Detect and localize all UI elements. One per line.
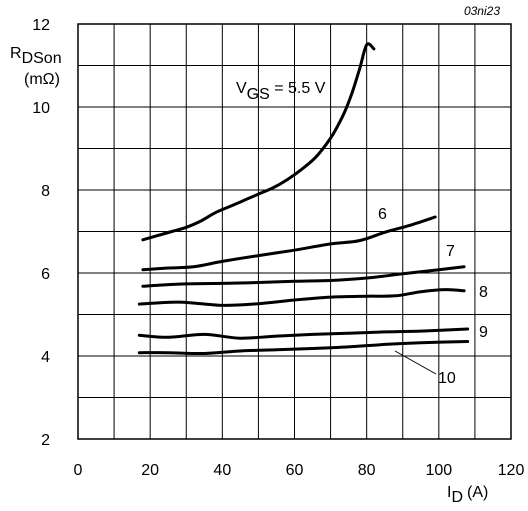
legend-title-sub: GS: [247, 86, 270, 103]
curve-series-6: [137, 340, 470, 356]
y-tick-label: 4: [41, 349, 50, 366]
y-axis-label: RDSon: [10, 45, 62, 67]
curve-series-5: [137, 327, 470, 340]
y-tick-label: 10: [32, 100, 50, 117]
y-tick-label: 8: [41, 183, 50, 200]
y-tick-label: 6: [41, 266, 50, 283]
legend-title-suffix: = 5.5 V: [270, 80, 326, 97]
y-tick-label: 12: [32, 17, 50, 34]
curve-label-leader: [394, 350, 437, 375]
grid: [78, 24, 511, 439]
curves: [137, 42, 470, 356]
x-tick-label: 20: [141, 462, 159, 479]
x-tick-label: 0: [74, 462, 83, 479]
x-tick-label: 120: [498, 462, 525, 479]
curve-label-8: 8: [479, 284, 488, 301]
x-axis-label-main: I: [447, 484, 451, 501]
curve-label-6: 6: [378, 206, 387, 223]
plot-frame: [77, 23, 512, 440]
figure-reference: 03ni23: [464, 4, 500, 18]
legend-title-prefix: V: [236, 80, 247, 97]
y-axis-unit: (mΩ): [24, 71, 60, 88]
curve-series-1: [141, 42, 376, 242]
curve-series-3: [141, 265, 466, 288]
x-tick-label: 60: [286, 462, 304, 479]
curve-labels: 6 7 8 9 10: [378, 206, 488, 387]
y-axis-label-main: R: [10, 45, 22, 62]
x-tick-label: 40: [213, 462, 231, 479]
curve-series-2: [141, 215, 437, 272]
x-axis-label: ID (A): [447, 484, 488, 506]
curve-label-7: 7: [446, 243, 455, 260]
legend-title: VGS = 5.5 V: [236, 80, 326, 103]
x-tick-label: 100: [425, 462, 452, 479]
curve-label-10: 10: [438, 370, 456, 387]
x-tick-label: 80: [358, 462, 376, 479]
x-axis-label-sub: D: [451, 489, 463, 506]
curve-series-4: [137, 288, 466, 307]
y-axis-label-sub: DSon: [22, 50, 62, 67]
y-tick-label: 2: [41, 432, 50, 449]
x-axis-label-unit: (A): [467, 484, 488, 501]
curve-label-9: 9: [479, 324, 488, 341]
tick-labels: 0 20 40 60 80 100 120 2 4 6 8 10 12: [32, 17, 524, 479]
